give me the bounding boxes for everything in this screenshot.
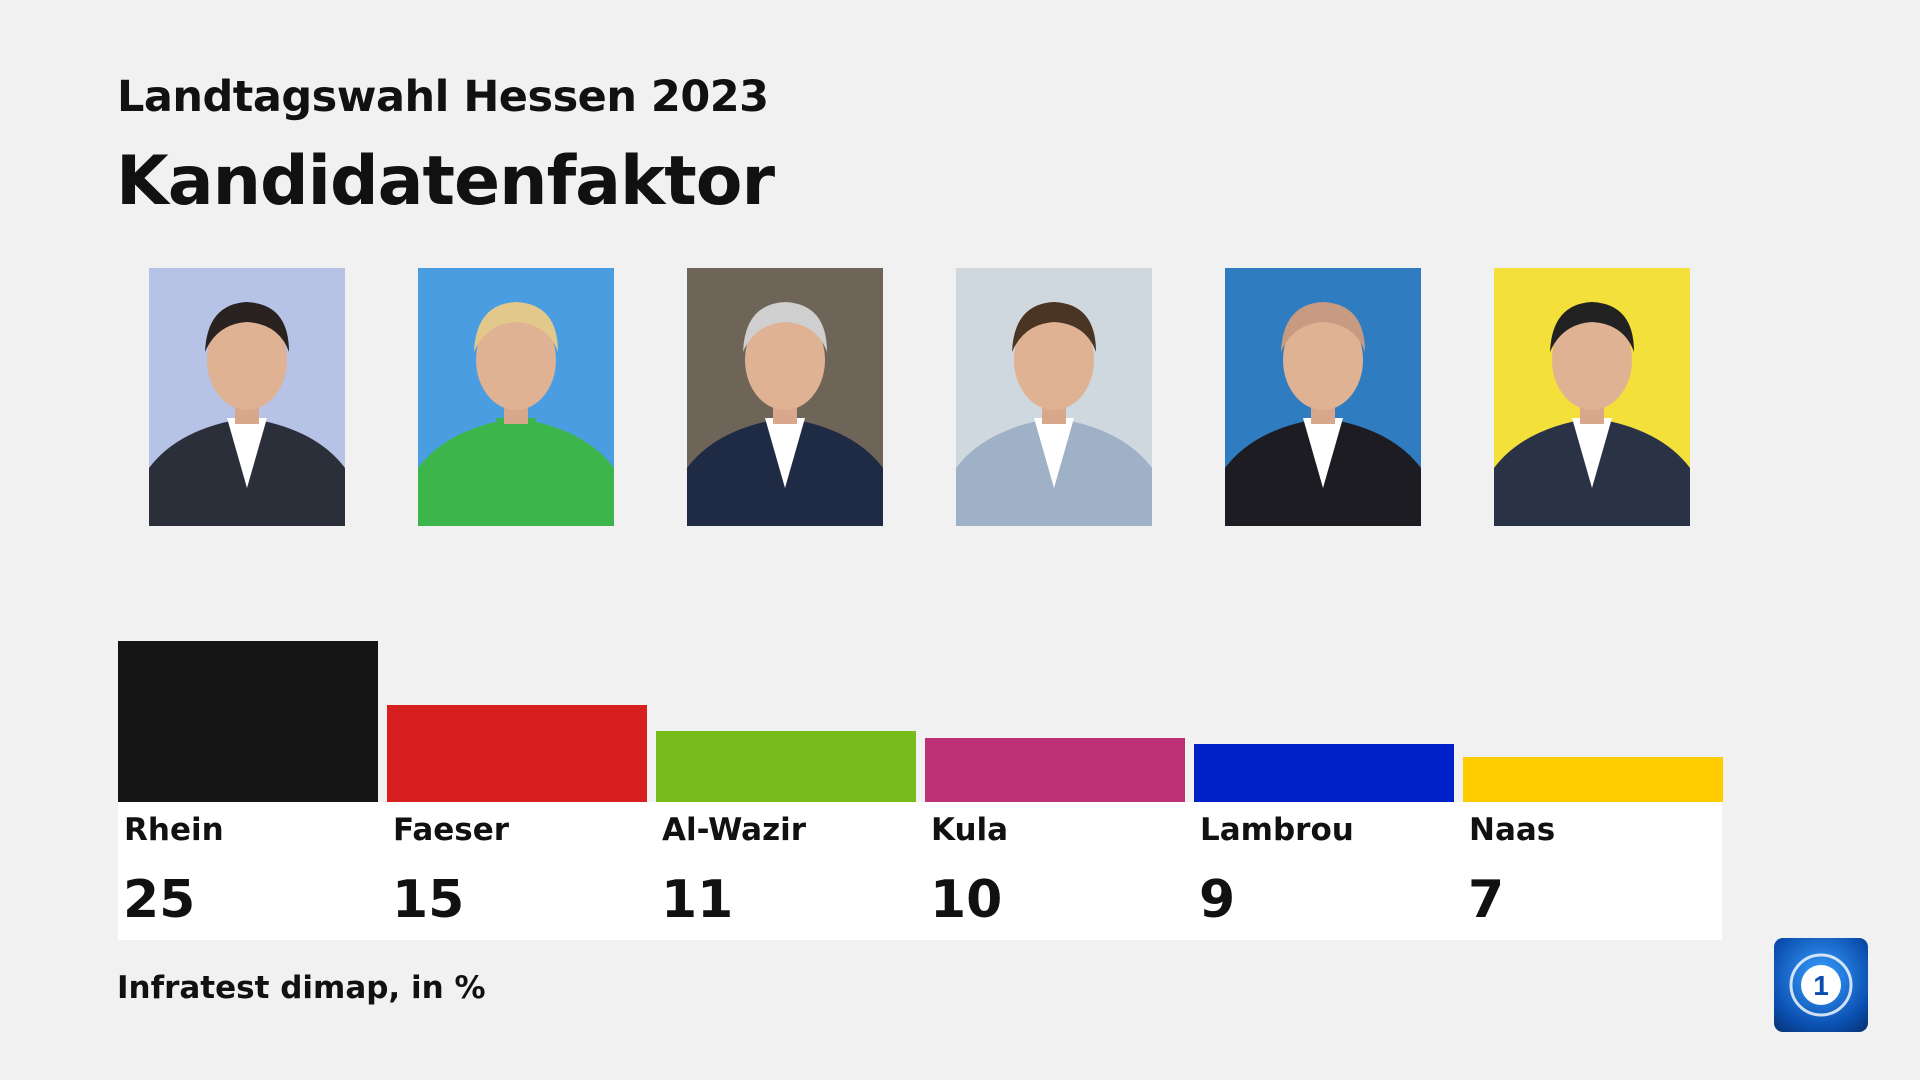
bar-kula	[925, 737, 1185, 802]
chart-title: Kandidatenfaktor	[116, 142, 775, 221]
bar-faeser	[387, 705, 647, 802]
category-label: Naas	[1469, 812, 1556, 848]
bar-naas	[1463, 756, 1723, 802]
value-label: 15	[392, 870, 465, 930]
candidate-photo-kula	[956, 268, 1152, 526]
category-label: Kula	[931, 812, 1009, 848]
category-label: Lambrou	[1200, 812, 1354, 848]
bar-al-wazir	[656, 731, 916, 802]
value-label: 7	[1468, 870, 1505, 930]
source-note: Infratest dimap, in %	[117, 970, 486, 1006]
chart-subtitle: Landtagswahl Hessen 2023	[117, 72, 769, 122]
svg-text:1: 1	[1813, 970, 1829, 1001]
candidate-photo-naas	[1494, 268, 1690, 526]
label-panel	[118, 802, 1722, 940]
bar-rhein	[118, 641, 378, 802]
value-label: 10	[930, 870, 1003, 930]
value-label: 11	[661, 870, 734, 930]
bar-lambrou	[1194, 744, 1454, 802]
value-label: 25	[123, 870, 196, 930]
category-label: Al-Wazir	[662, 812, 807, 848]
candidate-photo-al-wazir	[687, 268, 883, 526]
value-label: 9	[1199, 870, 1236, 930]
category-label: Faeser	[393, 812, 510, 848]
category-label: Rhein	[124, 812, 224, 848]
candidate-photo-rhein	[149, 268, 345, 526]
ard-logo-icon: 1	[1774, 938, 1868, 1032]
candidate-photo-faeser	[418, 268, 614, 526]
candidate-photo-lambrou	[1225, 268, 1421, 526]
